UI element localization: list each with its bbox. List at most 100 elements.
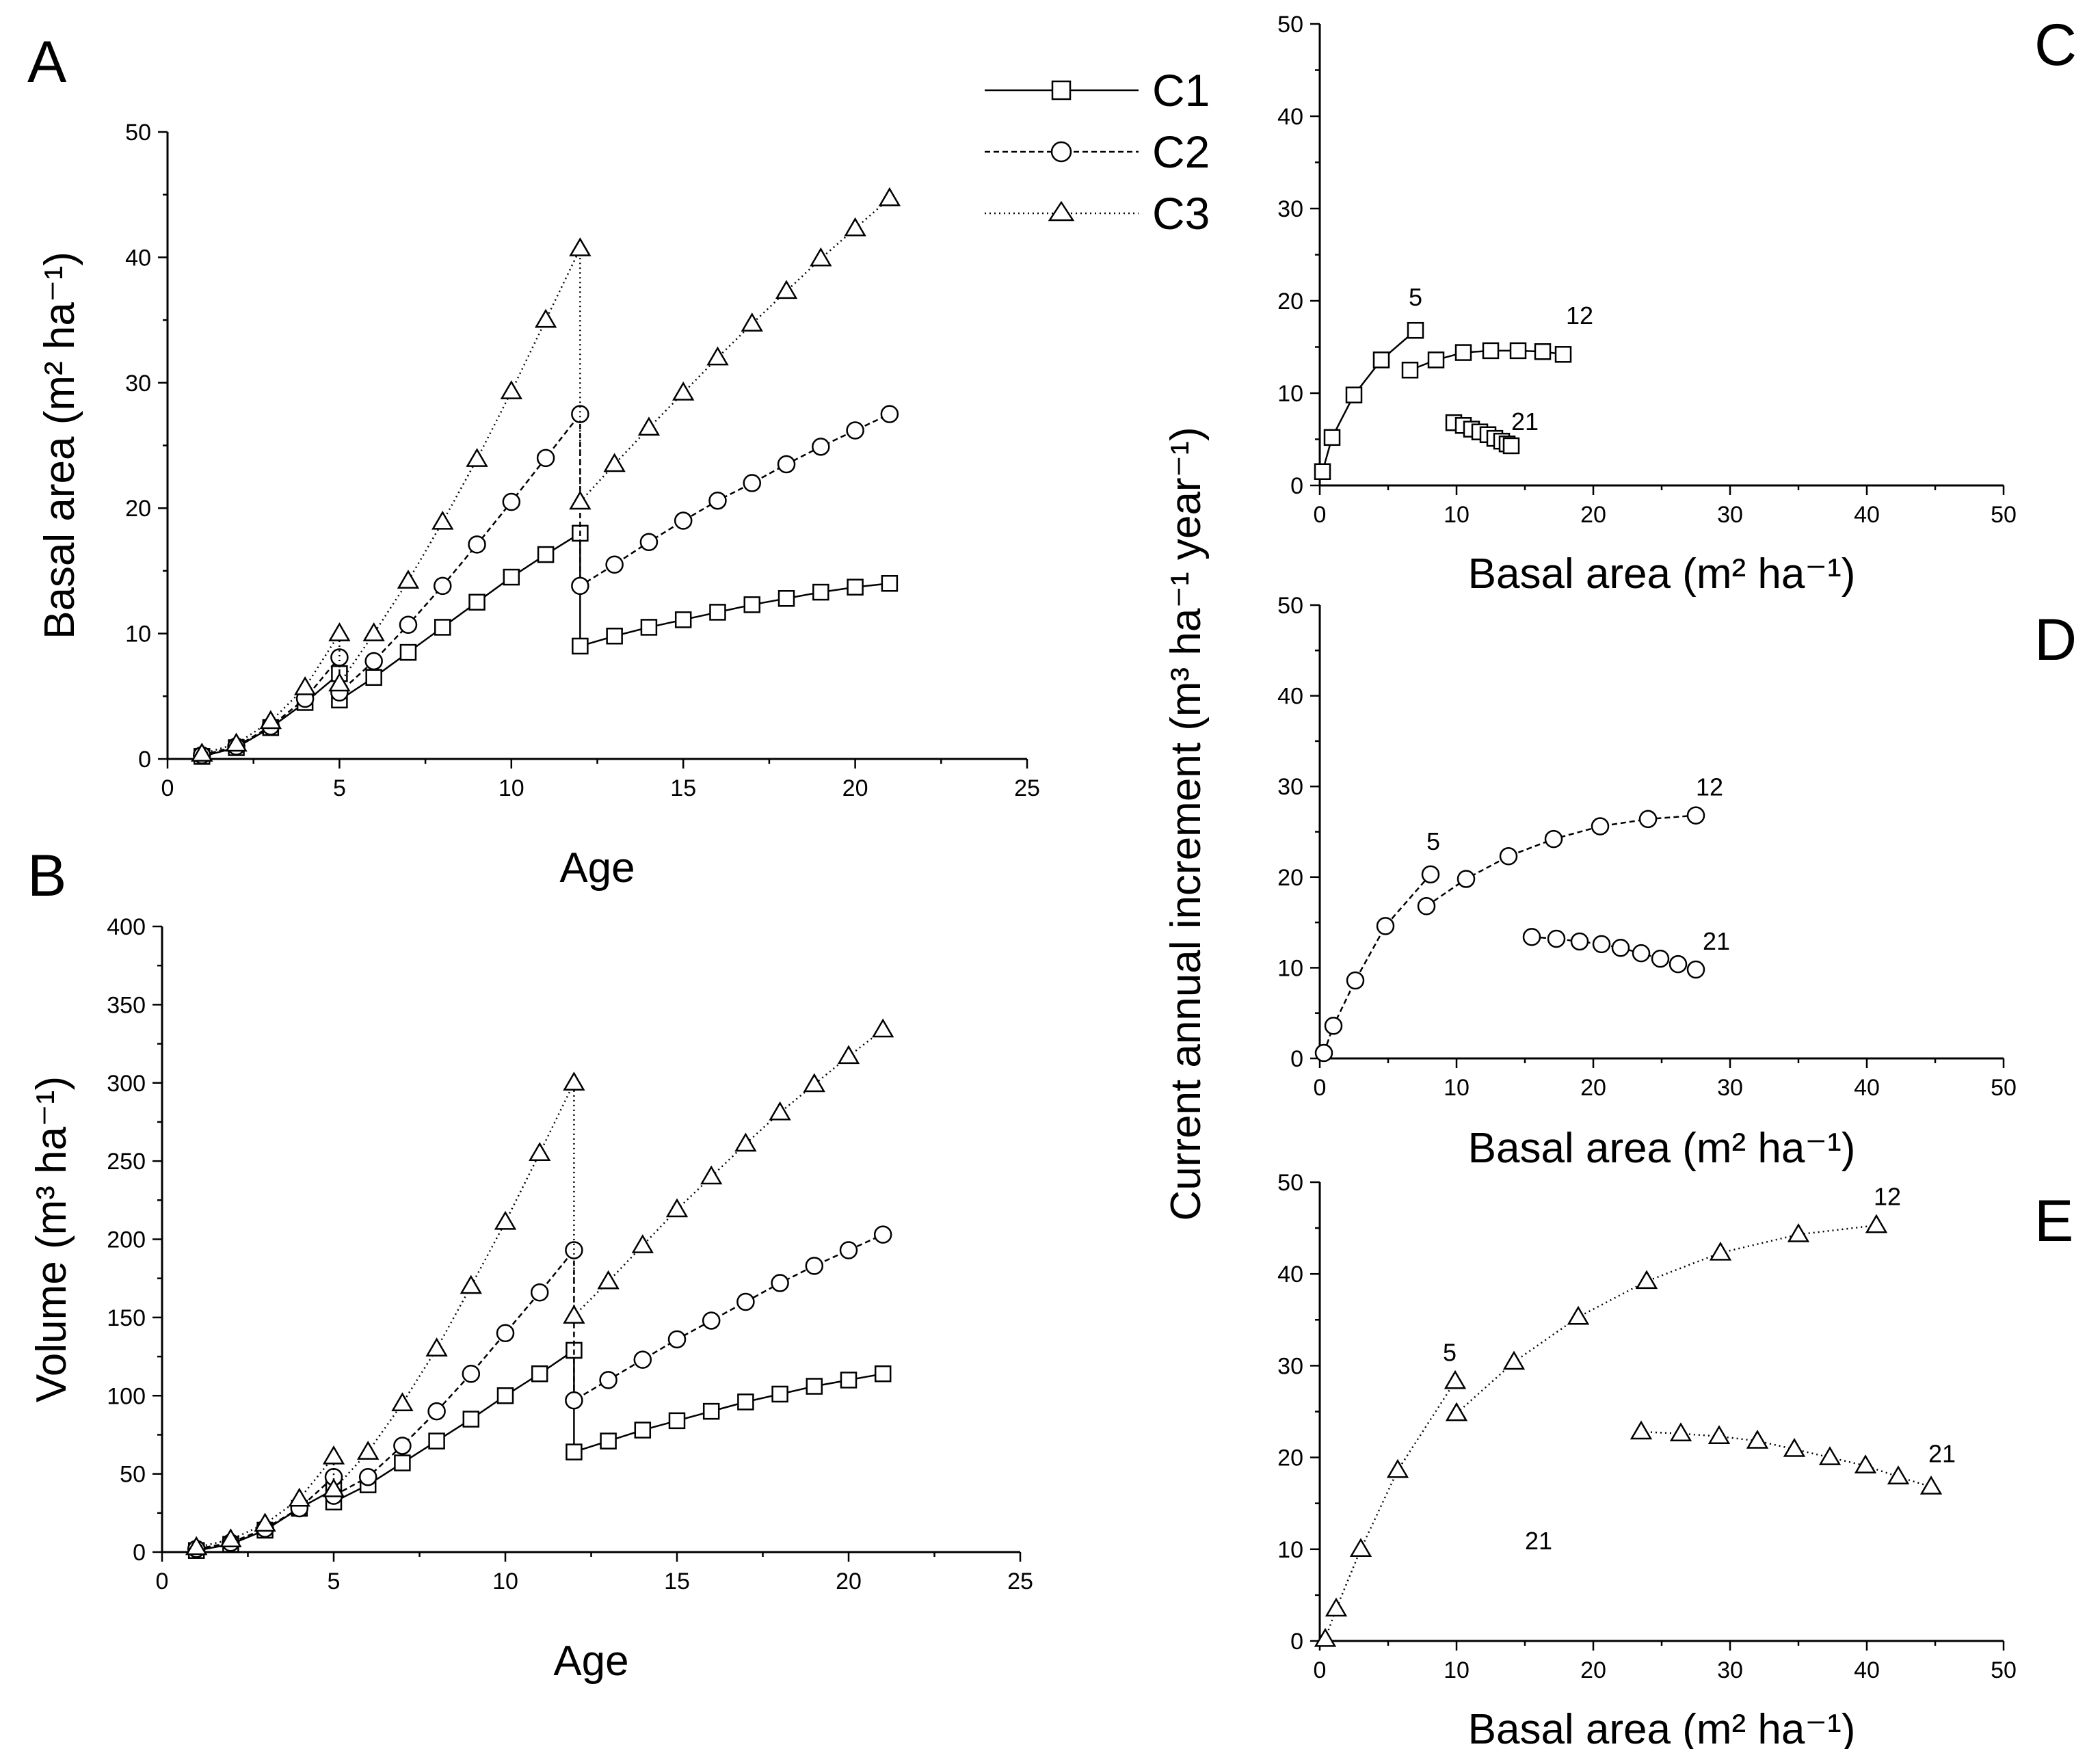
data-point-c3	[397, 570, 420, 589]
data-point-c2	[1686, 806, 1705, 825]
y-tick-label-a: 20	[125, 496, 151, 522]
data-point-c2	[777, 455, 796, 474]
data-point-c3	[391, 1392, 414, 1411]
data-point-c1	[496, 1387, 514, 1404]
y-tick-label-e: 20	[1277, 1445, 1303, 1471]
y-tick-label-b: 300	[107, 1071, 146, 1097]
x-axis-label-a: Age	[559, 844, 635, 892]
data-point-c1	[668, 1412, 686, 1430]
x-axis-label-d: Basal area (m² ha⁻¹)	[1468, 1125, 1856, 1172]
x-tick-label-a: 15	[670, 775, 696, 801]
data-point-c1	[881, 574, 899, 592]
y-tick-label-e: 50	[1277, 1170, 1303, 1196]
data-point-c2	[1421, 865, 1440, 884]
y-tick-label-a: 40	[125, 245, 151, 271]
data-point-c3	[220, 1528, 242, 1547]
data-point-c2	[674, 511, 693, 530]
x-tick-label-d: 0	[1314, 1075, 1327, 1101]
data-point-c1	[812, 583, 829, 601]
legend: C1 C2 C3	[985, 65, 1210, 239]
annotation-e: 5	[1443, 1339, 1457, 1367]
y-tick-label-b: 200	[107, 1227, 146, 1253]
x-tick-label-b: 10	[492, 1568, 518, 1594]
data-point-c1	[1482, 342, 1500, 360]
x-axis-label-c: Basal area (m² ha⁻¹)	[1468, 550, 1856, 598]
chart-panel-c: 0 10 20 30 40 50 0 10 20 30 40 50 Basal area (m² ha⁻…	[1277, 12, 2017, 598]
data-point-c2	[805, 1257, 824, 1275]
data-point-c3	[1314, 1627, 1337, 1647]
data-point-c3	[844, 217, 866, 237]
panel-label-c: C	[2034, 12, 2077, 78]
chart-panel-b: 0 5 10 15 20 25050100150200250300350400AgeVol…	[28, 914, 1033, 1685]
panel-label-d: D	[2034, 607, 2077, 673]
panel-label-a: A	[27, 29, 67, 95]
y-tick-label-a: 50	[125, 120, 151, 146]
series-line-c1	[1321, 330, 1416, 472]
data-point-c2	[1376, 917, 1395, 935]
legend-circle-marker	[1050, 141, 1072, 163]
data-point-c2	[468, 535, 486, 554]
legend-square-marker	[1051, 80, 1072, 101]
y-tick-label-e: 0	[1290, 1629, 1303, 1655]
series-c1-a	[194, 524, 899, 765]
legend-label-c3: C3	[1152, 188, 1210, 239]
data-point-c2	[364, 652, 383, 671]
data-point-c2	[1638, 810, 1658, 829]
series-line-c2	[1323, 873, 1431, 1054]
data-point-c1	[531, 1365, 548, 1383]
data-point-c3	[1325, 1597, 1348, 1617]
data-point-c3	[665, 1198, 689, 1218]
data-point-c2	[839, 1241, 858, 1259]
data-point-c1	[394, 1454, 411, 1471]
x-tick-label-c: 30	[1717, 502, 1743, 528]
data-point-c2	[1686, 960, 1705, 979]
data-point-c3	[500, 380, 522, 399]
data-point-c2	[771, 1274, 789, 1292]
data-point-c2	[880, 405, 899, 423]
legend-label-c1: C1	[1152, 65, 1210, 116]
annotation-e: 12	[1874, 1183, 1901, 1211]
x-tick-label-a: 0	[161, 775, 174, 801]
x-tick-label-d: 10	[1444, 1075, 1470, 1101]
data-point-c1	[737, 1393, 754, 1411]
annotation-e: 21	[1525, 1527, 1552, 1555]
y-tick-label-d: 50	[1277, 593, 1303, 619]
annotation-c: 12	[1566, 302, 1593, 330]
data-point-c3	[1919, 1476, 1943, 1495]
data-point-c3	[1865, 1214, 1888, 1233]
x-tick-label-e: 10	[1444, 1657, 1470, 1683]
data-point-c2	[571, 576, 589, 596]
annotation-c: 5	[1409, 283, 1422, 311]
data-point-c3	[803, 1073, 825, 1093]
data-point-c1	[1502, 437, 1520, 455]
series-c3-a	[191, 187, 901, 762]
data-point-c2	[846, 421, 864, 440]
x-axis-label-e: Basal area (m² ha⁻¹)	[1468, 1706, 1856, 1749]
data-point-c3	[254, 1512, 276, 1532]
data-point-c3	[185, 1536, 208, 1556]
data-point-c2	[1592, 935, 1611, 954]
x-tick-label-c: 20	[1580, 502, 1606, 528]
data-point-c3	[534, 308, 557, 328]
y-axis-label-a: Basal area (m² ha⁻¹)	[36, 252, 83, 639]
series-c3-b	[185, 1018, 894, 1556]
series-line-c2	[196, 1233, 883, 1550]
data-point-c1	[365, 669, 382, 686]
data-point-c3	[293, 676, 317, 695]
data-point-c2	[1547, 929, 1566, 948]
data-point-c3	[734, 1132, 757, 1152]
data-point-c3	[529, 1142, 551, 1161]
data-point-c3	[563, 1071, 585, 1091]
data-point-c2	[736, 1292, 755, 1311]
data-point-c2	[633, 1350, 652, 1369]
legend-item-c3: C3	[985, 188, 1210, 239]
data-point-c2	[1591, 817, 1610, 836]
data-point-c2	[599, 1371, 617, 1389]
data-point-c2	[1544, 829, 1563, 849]
annotation-d: 5	[1426, 827, 1440, 855]
series-c2-d	[1314, 806, 1705, 1063]
series-line-c3	[1324, 1380, 1457, 1640]
data-point-c1	[1407, 321, 1424, 339]
data-point-c2	[639, 533, 659, 551]
data-point-c1	[806, 1378, 823, 1395]
